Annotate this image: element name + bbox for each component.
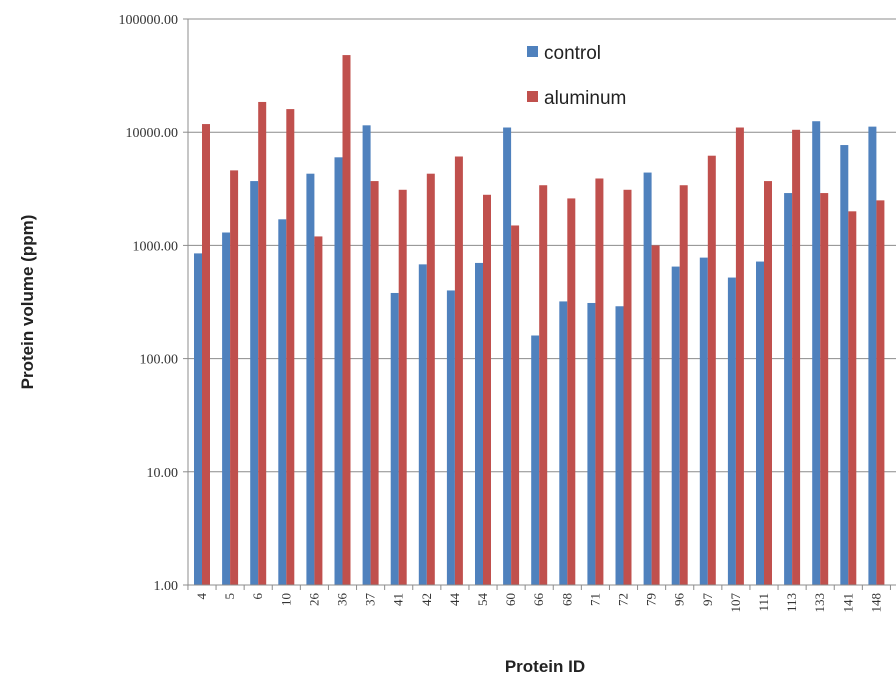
bar-aluminum <box>370 181 379 585</box>
bar-control <box>446 290 455 585</box>
bar-aluminum <box>314 236 323 585</box>
bar-aluminum <box>398 189 407 585</box>
bar-aluminum <box>876 200 885 585</box>
bar-aluminum <box>679 185 688 586</box>
x-tick-label: 72 <box>616 593 631 606</box>
bar-aluminum <box>426 173 435 585</box>
x-tick-label: 107 <box>728 593 743 613</box>
bar-aluminum <box>764 181 772 585</box>
bar-aluminum <box>258 101 267 585</box>
y-tick-label: 10.00 <box>147 466 179 481</box>
bar-control <box>699 257 708 585</box>
x-tick-label: 60 <box>503 593 518 606</box>
bar-control <box>840 145 849 585</box>
bar-aluminum <box>792 129 801 585</box>
x-tick-label: 133 <box>812 593 827 613</box>
bar-aluminum <box>539 185 548 586</box>
x-tick-label: 111 <box>756 593 771 612</box>
legend-label-control: control <box>544 43 601 64</box>
bar-aluminum <box>623 189 632 585</box>
bar-control <box>784 193 793 585</box>
bar-aluminum <box>820 193 829 585</box>
bar-control <box>194 253 202 585</box>
bar-aluminum <box>707 155 716 585</box>
bar-control <box>812 121 821 585</box>
bar-control <box>334 157 343 585</box>
bars <box>194 55 885 586</box>
bar-control <box>643 172 652 585</box>
legend-swatch-aluminum <box>527 91 538 102</box>
bar-control <box>559 301 568 585</box>
legend-label-aluminum: aluminum <box>544 88 626 109</box>
x-tick-label: 5 <box>222 593 237 600</box>
y-axis-title: Protein volume (ppm) <box>18 215 37 390</box>
bar-aluminum <box>651 245 660 585</box>
bar-aluminum <box>286 109 295 585</box>
bar-aluminum <box>454 156 463 585</box>
x-tick-label: 41 <box>391 593 406 606</box>
bar-aluminum <box>595 178 604 585</box>
bar-aluminum <box>511 225 520 585</box>
x-tick-label: 37 <box>363 593 378 607</box>
legend-swatch-control <box>527 46 538 57</box>
x-tick-label: 68 <box>559 593 574 606</box>
bar-aluminum <box>848 211 857 585</box>
axis-tick-labels: 1.00 10.00 100.00 1000.00 10000.00 100000.00 4… <box>119 13 884 613</box>
x-tick-label: 71 <box>587 593 602 606</box>
x-tick-label: 54 <box>475 593 490 607</box>
x-tick-label: 10 <box>278 593 293 606</box>
bar-control <box>756 261 764 585</box>
bar-control <box>671 266 680 585</box>
x-tick-label: 79 <box>644 593 659 606</box>
bar-control <box>362 125 371 585</box>
bar-aluminum <box>567 198 576 585</box>
x-tick-label: 141 <box>840 593 855 613</box>
x-tick-label: 6 <box>250 593 265 600</box>
bar-control <box>587 302 596 585</box>
bar-control <box>615 306 624 585</box>
bar-control <box>306 173 315 585</box>
x-tick-label: 26 <box>306 593 321 607</box>
x-tick-label: 96 <box>672 593 687 607</box>
y-tick-label: 10000.00 <box>126 126 179 141</box>
legend: control aluminum <box>527 43 626 109</box>
bar-control <box>278 219 287 586</box>
bar-control <box>727 277 736 585</box>
x-tick-label: 97 <box>700 593 715 607</box>
bar-aluminum <box>342 55 351 585</box>
x-tick-label: 148 <box>868 593 883 613</box>
x-tick-label: 66 <box>531 593 546 607</box>
y-tick-label: 1.00 <box>154 579 179 594</box>
bar-aluminum <box>483 194 491 585</box>
y-tick-label: 100.00 <box>140 353 179 368</box>
bar-aluminum <box>735 127 744 586</box>
bar-control <box>503 127 512 586</box>
x-tick-label: 113 <box>784 593 799 612</box>
x-tick-label: 42 <box>419 593 434 606</box>
bar-control <box>475 262 483 585</box>
axes <box>183 18 896 590</box>
y-tick-label: 1000.00 <box>133 239 179 254</box>
bar-aluminum <box>202 124 210 585</box>
y-tick-label: 100000.00 <box>119 13 179 28</box>
x-tick-label: 4 <box>194 593 209 600</box>
bar-control <box>222 232 231 585</box>
bar-control <box>868 126 877 586</box>
bar-control <box>250 181 259 585</box>
x-tick-label: 44 <box>447 593 462 607</box>
bar-control <box>390 292 399 585</box>
x-tick-label: 36 <box>335 593 350 607</box>
bar-control <box>418 264 427 585</box>
x-axis-title: Protein ID <box>505 657 585 676</box>
bar-control <box>531 335 540 585</box>
bar-aluminum <box>230 170 239 586</box>
